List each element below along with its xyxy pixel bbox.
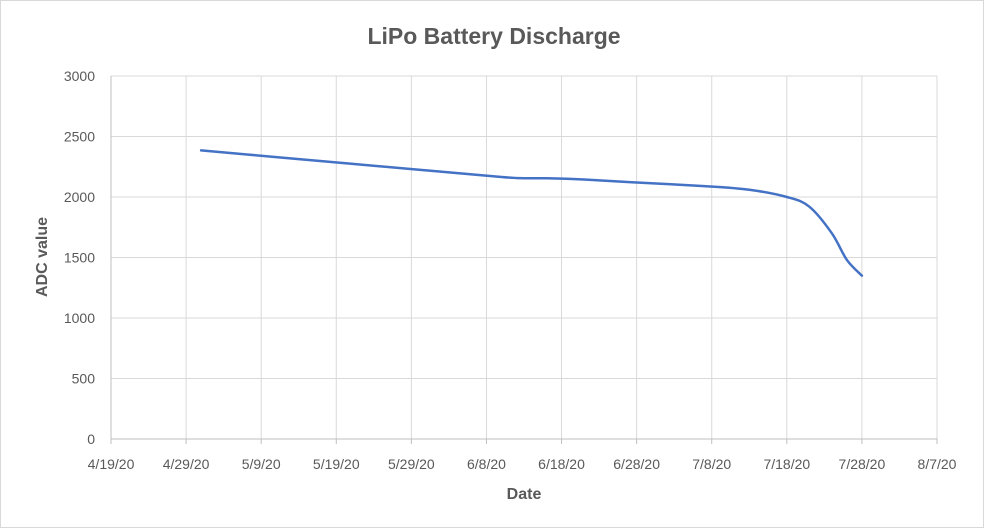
axes: 0 500 1000 1500 2000 2500 3000 4/19/20 4/29/20 5/… (64, 68, 957, 472)
x-tick-label: 6/18/20 (538, 456, 585, 472)
x-tick-label: 5/29/20 (388, 456, 435, 472)
y-tick-label: 2500 (64, 129, 95, 145)
x-tick-label: 7/8/20 (692, 456, 731, 472)
x-tick-label: 8/7/20 (918, 456, 957, 472)
x-tick-label: 4/19/20 (88, 456, 135, 472)
x-tick-label: 7/28/20 (839, 456, 886, 472)
series-layer (199, 149, 864, 277)
y-tick-label: 3000 (64, 68, 95, 84)
x-tick-label: 5/9/20 (242, 456, 281, 472)
series-line (199, 149, 864, 277)
x-tick-label: 6/8/20 (467, 456, 506, 472)
y-tick-label: 0 (87, 431, 95, 447)
y-tick-label: 1000 (64, 310, 95, 326)
chart-title: LiPo Battery Discharge (367, 23, 620, 49)
x-tick-label: 4/29/20 (163, 456, 210, 472)
x-tick-label: 7/18/20 (763, 456, 810, 472)
gridlines (111, 75, 938, 439)
x-axis-title: Date (507, 486, 542, 503)
y-tick-label: 2000 (64, 189, 95, 205)
x-tick-label: 5/19/20 (313, 456, 360, 472)
y-axis-title: ADC value (34, 217, 51, 297)
y-tick-label: 500 (72, 371, 96, 387)
y-tick-label: 1500 (64, 250, 95, 266)
x-tick-label: 6/28/20 (613, 456, 660, 472)
